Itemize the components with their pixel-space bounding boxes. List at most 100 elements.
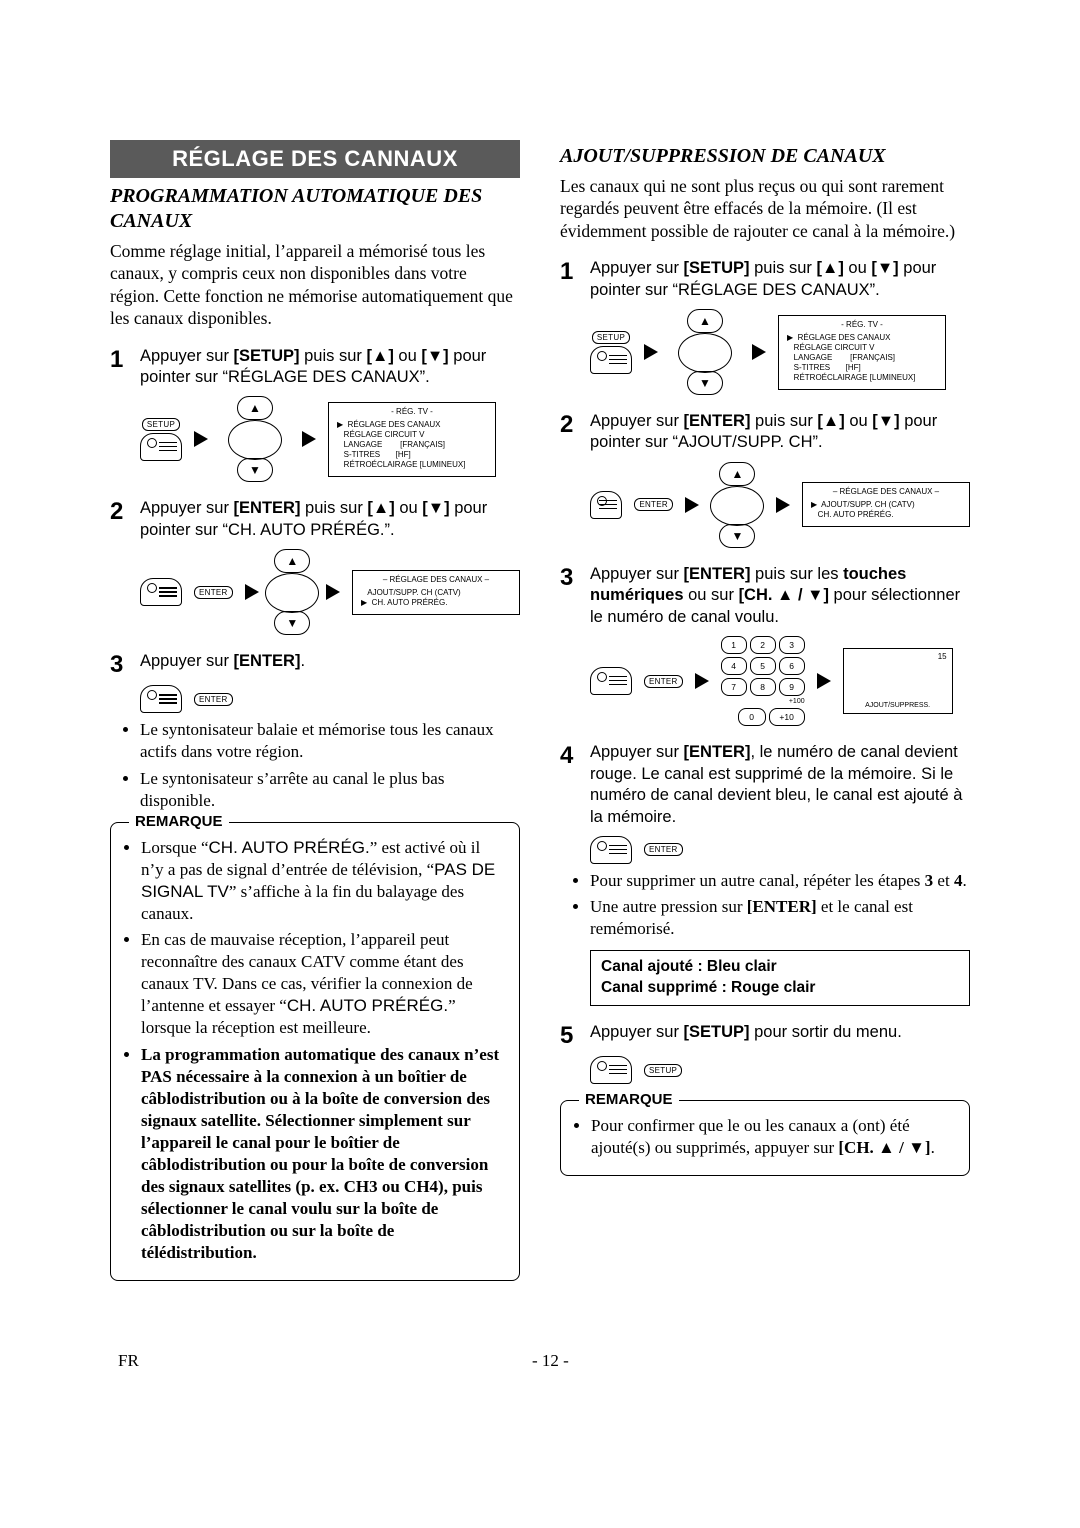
color-legend-line: Canal supprimé : Rouge clair bbox=[601, 978, 959, 999]
arrow-right-icon bbox=[644, 344, 658, 360]
footer-left: FR bbox=[118, 1351, 139, 1371]
nav-oval-icon: ▲ ▼ bbox=[711, 462, 764, 548]
left-bullets-a: Le syntonisateur balaie et mémorise tous… bbox=[110, 719, 520, 811]
osd-line: ▶ CH. AUTO PRÉRÉG. bbox=[361, 598, 511, 608]
arrow-right-icon bbox=[695, 673, 709, 689]
osd-menu-1: - RÉG. TV - ▶ RÉGLAGE DES CANAUX RÉGLAGE… bbox=[778, 315, 946, 390]
left-step-3: 3 Appuyer sur [ENTER]. bbox=[110, 651, 520, 677]
keypad-key: 6 bbox=[779, 657, 805, 675]
keypad-key: 7 bbox=[721, 678, 747, 696]
setup-key-icon: SETUP bbox=[142, 418, 180, 431]
right-subhead: AJOUT/SUPPRESSION DE CANAUX bbox=[560, 144, 970, 169]
remote-icon bbox=[590, 346, 632, 374]
left-fig-3: ENTER bbox=[140, 685, 520, 713]
step-number: 3 bbox=[110, 653, 130, 677]
left-step-2: 2 Appuyer sur [ENTER] puis sur [▲] ou [▼… bbox=[110, 498, 520, 541]
osd-title: - RÉG. TV - bbox=[787, 320, 937, 330]
step-text: Appuyer sur [ENTER] puis sur [▲] ou [▼] … bbox=[140, 498, 520, 541]
right-intro: Les canaux qui ne sont plus reçus ou qui… bbox=[560, 175, 970, 242]
remote-icon bbox=[140, 578, 182, 606]
osd-line: CH. AUTO PRÉRÉG. bbox=[811, 510, 961, 520]
right-step-3: 3 Appuyer sur [ENTER] puis sur les touch… bbox=[560, 564, 970, 628]
remark-title: REMARQUE bbox=[129, 813, 229, 830]
left-intro: Comme réglage initial, l’appareil a mémo… bbox=[110, 240, 520, 330]
footer-page-number: - 12 - bbox=[532, 1351, 569, 1371]
right-fig-1: SETUP ▲ ▼ - RÉG. TV - ▶ RÉGLAGE DES CANA… bbox=[590, 309, 970, 395]
right-step-2: 2 Appuyer sur [ENTER] puis sur [▲] ou [▼… bbox=[560, 411, 970, 454]
bullet-item: Une autre pression sur [ENTER] et le can… bbox=[590, 896, 970, 940]
keypad-key: 3 bbox=[779, 636, 805, 654]
arrow-right-icon bbox=[245, 584, 259, 600]
arrow-right-icon bbox=[326, 584, 340, 600]
osd-title: - RÉG. TV - bbox=[337, 407, 487, 417]
remark-item: Pour confirmer que le ou les canaux a (o… bbox=[591, 1115, 957, 1159]
right-fig-2: ENTER ▲ ▼ – RÉGLAGE DES CANAUX – ▶ AJOUT… bbox=[590, 462, 970, 548]
tv-preview-label: AJOUT/SUPPRESS. bbox=[844, 702, 952, 709]
osd-menu-1: - RÉG. TV - ▶ RÉGLAGE DES CANAUX RÉGLAGE… bbox=[328, 402, 496, 477]
right-fig-4: ENTER bbox=[590, 836, 970, 864]
osd-line: RÉTROÉCLAIRAGE [LUMINEUX] bbox=[337, 460, 487, 470]
remote-icon bbox=[140, 433, 182, 461]
section-banner: RÉGLAGE DES CANNAUX bbox=[110, 140, 520, 178]
right-column: AJOUT/SUPPRESSION DE CANAUX Les canaux q… bbox=[560, 140, 970, 1281]
enter-key-icon: ENTER bbox=[194, 586, 233, 599]
bullet-item: Le syntonisateur s’arrête au canal le pl… bbox=[140, 768, 520, 812]
right-fig-3: ENTER 1 2 3 4 5 6 7 8 9 bbox=[590, 636, 970, 726]
step-number: 4 bbox=[560, 744, 580, 768]
osd-menu-2: – RÉGLAGE DES CANAUX – AJOUT/SUPP. CH (C… bbox=[352, 570, 520, 615]
left-column: RÉGLAGE DES CANNAUX PROGRAMMATION AUTOMA… bbox=[110, 140, 520, 1281]
remote-with-setup: SETUP bbox=[590, 331, 632, 374]
step-text: Appuyer sur [ENTER], le numéro de canal … bbox=[590, 742, 970, 828]
osd-title: – RÉGLAGE DES CANAUX – bbox=[361, 575, 511, 585]
osd-line: LANGAGE [FRANÇAIS] bbox=[787, 353, 937, 363]
keypad-key: 0 bbox=[738, 708, 766, 726]
keypad-key: 2 bbox=[750, 636, 776, 654]
setup-key-icon: SETUP bbox=[592, 331, 630, 344]
step-number: 2 bbox=[560, 413, 580, 437]
step-number: 3 bbox=[560, 566, 580, 590]
enter-key-icon: ENTER bbox=[634, 498, 673, 511]
numeric-keypad-icon: 1 2 3 4 5 6 7 8 9 +100 0 bbox=[721, 636, 805, 726]
step-text: Appuyer sur [ENTER] puis sur [▲] ou [▼] … bbox=[590, 411, 970, 454]
remote-icon bbox=[590, 491, 622, 519]
osd-line: S-TITRES [HF] bbox=[337, 450, 487, 460]
arrow-right-icon bbox=[817, 673, 831, 689]
remark-item: Lorsque “CH. AUTO PRÉRÉG.” est activé où… bbox=[141, 837, 507, 925]
nav-oval-icon: ▲ ▼ bbox=[670, 309, 740, 395]
keypad-extra-label: +100 bbox=[721, 698, 805, 705]
keypad-key: 1 bbox=[721, 636, 747, 654]
setup-key-icon: SETUP bbox=[644, 1064, 682, 1077]
right-bullets-b: Pour supprimer un autre canal, répéter l… bbox=[560, 870, 970, 940]
enter-key-icon: ENTER bbox=[194, 693, 233, 706]
step-text: Appuyer sur [SETUP] puis sur [▲] ou [▼] … bbox=[140, 346, 520, 389]
color-legend-box: Canal ajouté : Bleu clair Canal supprimé… bbox=[590, 950, 970, 1006]
step-number: 5 bbox=[560, 1024, 580, 1048]
osd-line: S-TITRES [HF] bbox=[787, 363, 937, 373]
osd-line: RÉGLAGE CIRCUIT V bbox=[787, 343, 937, 353]
osd-line: ▶ AJOUT/SUPP. CH (CATV) bbox=[811, 500, 961, 510]
two-column-layout: RÉGLAGE DES CANNAUX PROGRAMMATION AUTOMA… bbox=[110, 140, 970, 1281]
bullet-item: Le syntonisateur balaie et mémorise tous… bbox=[140, 719, 520, 763]
remote-with-enter bbox=[140, 578, 182, 606]
arrow-right-icon bbox=[776, 497, 790, 513]
page-footer: FR - 12 - bbox=[110, 1351, 970, 1371]
page: RÉGLAGE DES CANNAUX PROGRAMMATION AUTOMA… bbox=[0, 0, 1080, 1451]
osd-line: RÉTROÉCLAIRAGE [LUMINEUX] bbox=[787, 373, 937, 383]
left-fig-2: ENTER ▲ ▼ – RÉGLAGE DES CANAUX – AJOUT/S… bbox=[140, 549, 520, 635]
osd-line: RÉGLAGE CIRCUIT V bbox=[337, 430, 487, 440]
left-step-1: 1 Appuyer sur [SETUP] puis sur [▲] ou [▼… bbox=[110, 346, 520, 389]
step-text: Appuyer sur [ENTER] puis sur les touches… bbox=[590, 564, 970, 628]
bullet-item: Pour supprimer un autre canal, répéter l… bbox=[590, 870, 970, 892]
remote-icon bbox=[590, 1056, 632, 1084]
osd-menu-2: – RÉGLAGE DES CANAUX – ▶ AJOUT/SUPP. CH … bbox=[802, 482, 970, 527]
step-text: Appuyer sur [SETUP] pour sortir du menu. bbox=[590, 1022, 902, 1043]
left-subhead: PROGRAMMATION AUTOMATIQUE DES CANAUX bbox=[110, 184, 520, 234]
right-remark-box: REMARQUE Pour confirmer que le ou les ca… bbox=[560, 1100, 970, 1176]
right-step-4: 4 Appuyer sur [ENTER], le numéro de cana… bbox=[560, 742, 970, 828]
remote-icon bbox=[590, 836, 632, 864]
keypad-key: 8 bbox=[750, 678, 776, 696]
enter-key-icon: ENTER bbox=[644, 675, 683, 688]
arrow-right-icon bbox=[685, 497, 699, 513]
remote-icon bbox=[140, 685, 182, 713]
remark-item: La programmation automatique des canaux … bbox=[141, 1044, 507, 1265]
